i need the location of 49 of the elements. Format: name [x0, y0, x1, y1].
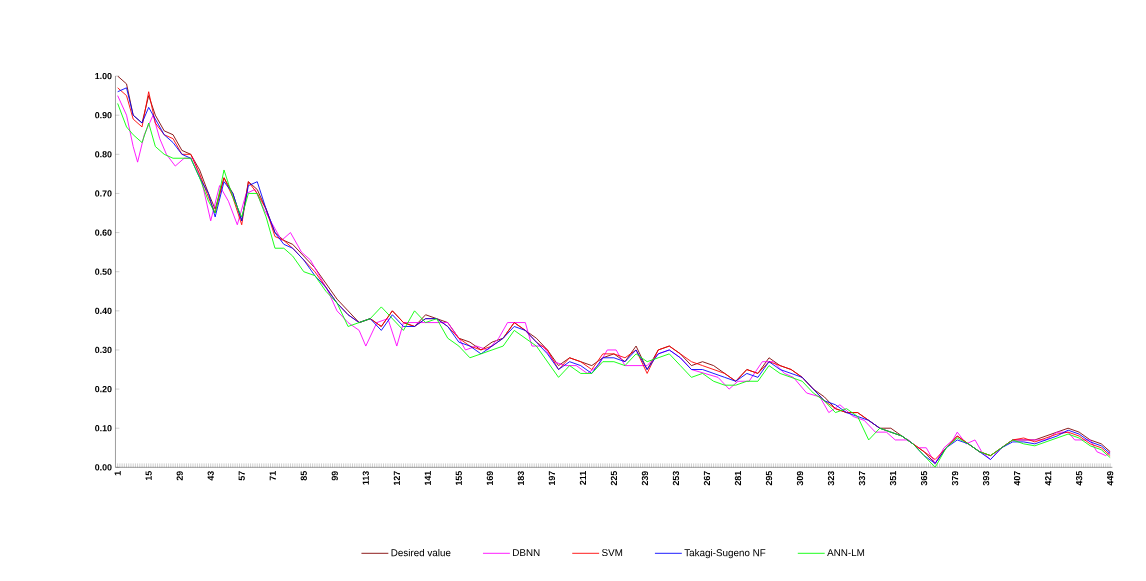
y-tick-label: 0.80 [95, 151, 112, 158]
x-tick-label: 57 [238, 471, 245, 481]
x-tick-label: 183 [517, 471, 524, 486]
x-tick-label: 281 [734, 471, 742, 486]
x-tick-label: 365 [920, 471, 928, 486]
x-tick-label: 295 [765, 471, 773, 486]
x-tick-label: 267 [703, 471, 711, 486]
y-tick-label: 0.20 [95, 385, 112, 393]
y-tick-label: 0.50 [95, 268, 112, 275]
x-tick-label: 211 [579, 471, 586, 485]
legend-label: ANN-LM [827, 549, 865, 556]
x-tick-label: 253 [672, 471, 680, 486]
x-tick-label: 155 [455, 471, 462, 486]
y-tick-label: 0.90 [95, 112, 112, 119]
x-tick-label: 113 [362, 471, 369, 485]
x-tick-label: 85 [300, 471, 307, 481]
legend-label: SVM [601, 549, 623, 557]
x-tick-label: 15 [145, 471, 152, 481]
x-tick-label: 239 [641, 471, 649, 486]
legend-label: DBNN [513, 549, 540, 556]
x-tick-label: 127 [393, 471, 400, 486]
legend-label: Desired value [391, 549, 451, 557]
x-tick-label: 197 [548, 471, 556, 486]
x-tick-label: 407 [1013, 471, 1021, 486]
x-tick-label: 337 [858, 471, 866, 486]
x-tick-label: 379 [951, 471, 959, 486]
y-tick-label: 0.10 [95, 425, 112, 432]
x-tick-label: 43 [207, 471, 214, 481]
y-tick-label: 0.00 [95, 464, 112, 471]
x-tick-label: 449 [1107, 471, 1114, 486]
x-tick-label: 71 [269, 471, 276, 481]
x-tick-label: 169 [486, 471, 493, 486]
x-tick-label: 421 [1045, 471, 1052, 486]
x-tick-label: 323 [827, 471, 835, 486]
y-tick-label: 1.00 [95, 72, 112, 80]
x-tick-label: 351 [889, 471, 897, 486]
x-tick-label: 99 [331, 471, 338, 481]
x-tick-label: 435 [1075, 471, 1083, 486]
x-tick-label: 225 [610, 471, 618, 486]
y-tick-label: 0.60 [95, 229, 112, 236]
x-tick-label: 309 [796, 471, 804, 486]
x-tick-label: 393 [982, 471, 990, 486]
x-tick-label: 1 [114, 471, 121, 476]
x-tick-label: 29 [176, 471, 183, 481]
y-tick-label: 0.70 [95, 190, 112, 197]
x-tick-label: 141 [424, 471, 431, 486]
y-tick-label: 0.30 [95, 346, 112, 354]
y-tick-label: 0.40 [95, 307, 112, 314]
legend-label: Takagi-Sugeno NF [684, 549, 766, 559]
